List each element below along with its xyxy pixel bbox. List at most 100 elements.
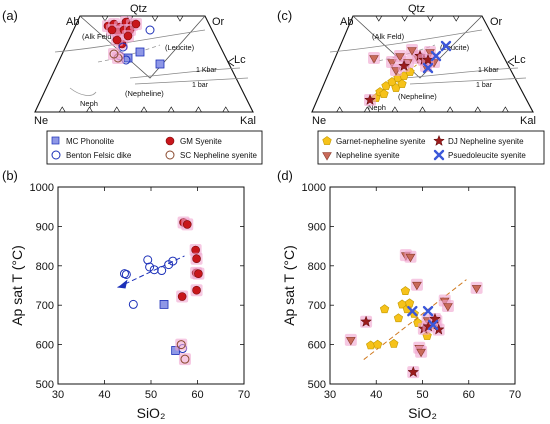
panel-letter-d: (d) xyxy=(277,168,293,183)
top-tick xyxy=(176,15,184,22)
data-point-gm_syenite-shape xyxy=(177,292,187,301)
plot-frame-b xyxy=(57,186,245,385)
legend-a-benton-marker xyxy=(51,150,61,160)
corner-ne-c: Ne xyxy=(312,115,326,127)
boundary-bar-a xyxy=(134,77,249,85)
data-point-benton_felsic-shape xyxy=(121,269,131,279)
bottom-tick xyxy=(167,106,175,113)
ternary-a-sc-point-shape xyxy=(109,49,119,59)
data-point-gm_syenite-shape xyxy=(192,254,201,264)
ternary-c-garnet-point-shape xyxy=(397,79,407,88)
x-tick-label: 70 xyxy=(238,389,250,401)
x-tick-label: 40 xyxy=(370,389,382,401)
ternary-a-mc-point-shape xyxy=(135,47,145,57)
legend-c-neph-icon xyxy=(322,152,332,161)
data-point-garnet_nepheline-shape xyxy=(389,338,399,348)
legend-c-neph-marker xyxy=(322,152,332,161)
data-point-garnet_nepheline xyxy=(393,313,404,323)
legend-c-dj-icon xyxy=(433,134,445,146)
corner-or-a: Or xyxy=(212,16,225,28)
y-tick-label: 800 xyxy=(308,261,326,273)
bottom-tick xyxy=(140,106,148,113)
top-tick xyxy=(151,15,159,22)
data-point-garnet_nepheline xyxy=(404,298,415,308)
ternary-c-dj-point-shape xyxy=(398,59,410,71)
y-tick-label: 700 xyxy=(36,300,54,312)
boundary-bar-c xyxy=(409,77,527,85)
field-nepheline-c: (Nepheline) xyxy=(398,92,437,101)
y-axis-label: Ap sat T (°C) xyxy=(9,245,25,326)
ternary-c-psl-point xyxy=(422,62,434,74)
scatter-plot-b: 30 40 50 60 70 500 600 700 800 900 1000 SiO₂ Ap sat … xyxy=(9,182,250,421)
data-point-psuedoleucite-shape xyxy=(422,305,434,317)
scatter-plot-d: 30 40 50 60 70 500 600 700 800 900 1000 SiO₂ Ap sat … xyxy=(281,182,521,421)
data-point-mc_phonolite-shape xyxy=(159,300,169,309)
ternary-c-neph-point-shape xyxy=(387,59,397,68)
ternary-ticks-c xyxy=(336,15,509,113)
data-point-dj_nepheline-shape xyxy=(429,312,441,324)
data-point-nepheline_syenite-shape xyxy=(345,337,356,346)
data-point-psuedoleucite-shape xyxy=(427,319,439,331)
ternary-c-garnet-point xyxy=(397,79,407,88)
data-point-benton_felsic xyxy=(145,262,155,272)
data-point-garnet_nepheline xyxy=(373,339,383,349)
ternary-a-gm-point-shape xyxy=(123,31,133,41)
bottom-tick xyxy=(502,106,509,113)
neph-boundary-a xyxy=(69,87,97,96)
ternary-a-gm-point xyxy=(122,30,134,42)
data-point-sc_nepheline xyxy=(178,353,191,366)
ternary-diagram-a: Qtz Ab Or Lc Ne Kal (Alk Feld) (Leucite)… xyxy=(34,3,256,127)
field-neph-a: Neph xyxy=(80,99,98,108)
legend-c-psl-label: Psuedoleucite syenite xyxy=(448,151,526,160)
legend-a-sc-label: SC Nepheline syenite xyxy=(180,151,257,160)
field-alk-feld-c: (Alk Feld) xyxy=(372,32,405,41)
field-neph-c: Neph xyxy=(368,103,386,112)
lc-arrow-c xyxy=(507,57,515,67)
bottom-tick xyxy=(474,106,482,113)
field-leucite-c: (Leucite) xyxy=(440,43,470,52)
legend-a-mc-label: MC Phonolite xyxy=(66,137,115,146)
data-point-nepheline_syenite xyxy=(470,281,483,294)
boundary-alk-feld-c xyxy=(329,29,483,53)
legend-a-gm-marker xyxy=(165,136,175,146)
data-point-nepheline_syenite xyxy=(415,345,428,358)
y-tick-label: 500 xyxy=(36,379,54,391)
data-point-benton_felsic xyxy=(157,266,167,276)
panel-letter-c: (c) xyxy=(277,8,292,23)
top-tick xyxy=(375,15,383,22)
ternary-c-neph-point-shape xyxy=(369,55,379,64)
ternary-diagram-c: Qtz Ab Or Lc Ne Kal (Alk Feld) (Leucite)… xyxy=(311,3,536,127)
legend-c-psl-icon-shape xyxy=(433,149,445,161)
ternary-a-gm-point-shape xyxy=(107,25,117,35)
field-alk-feld-a: (Alk Feld) xyxy=(82,32,115,41)
bottom-tick xyxy=(391,106,399,113)
legend-c: Garnet-nepheline syenite Nepheline syeni… xyxy=(317,130,545,165)
x-tick-label: 30 xyxy=(324,389,336,401)
legend-c-garnet-label: Garnet-nepheline syenite xyxy=(336,137,426,146)
data-point-gm_syenite xyxy=(190,284,203,297)
bottom-tick xyxy=(419,106,426,113)
ternary-join-c xyxy=(352,15,483,79)
legend-c-psl-marker xyxy=(433,149,445,161)
x-axis-label: SiO₂ xyxy=(137,405,166,421)
ternary-a-sc-point xyxy=(108,48,120,60)
lc-arrow-a xyxy=(227,57,235,67)
ternary-c-dj-point xyxy=(398,59,410,72)
ternary-c-garnet-point-shape xyxy=(379,89,389,98)
label-1bar-a: 1 bar xyxy=(192,82,209,89)
data-point-benton_felsic-shape xyxy=(143,255,153,265)
data-point-benton_felsic-shape xyxy=(168,256,178,266)
ternary-a-gm-point xyxy=(106,24,118,36)
legend-a-sc-marker xyxy=(165,150,175,160)
data-point-gm_syenite-shape xyxy=(182,220,192,229)
ternary-c-psl-point xyxy=(430,50,442,62)
data-point-nepheline_syenite-shape xyxy=(412,281,422,291)
corner-ab-c: Ab xyxy=(340,16,353,28)
ternary-c-garnet-point xyxy=(379,89,389,98)
data-point-psuedoleucite xyxy=(422,305,434,317)
corner-qtz-c: Qtz xyxy=(408,3,425,15)
data-point-benton_felsic xyxy=(121,269,131,279)
legend-a-box xyxy=(46,130,263,165)
ternary-c-psl-point-shape xyxy=(422,62,434,74)
x-tick-label: 50 xyxy=(416,389,428,401)
